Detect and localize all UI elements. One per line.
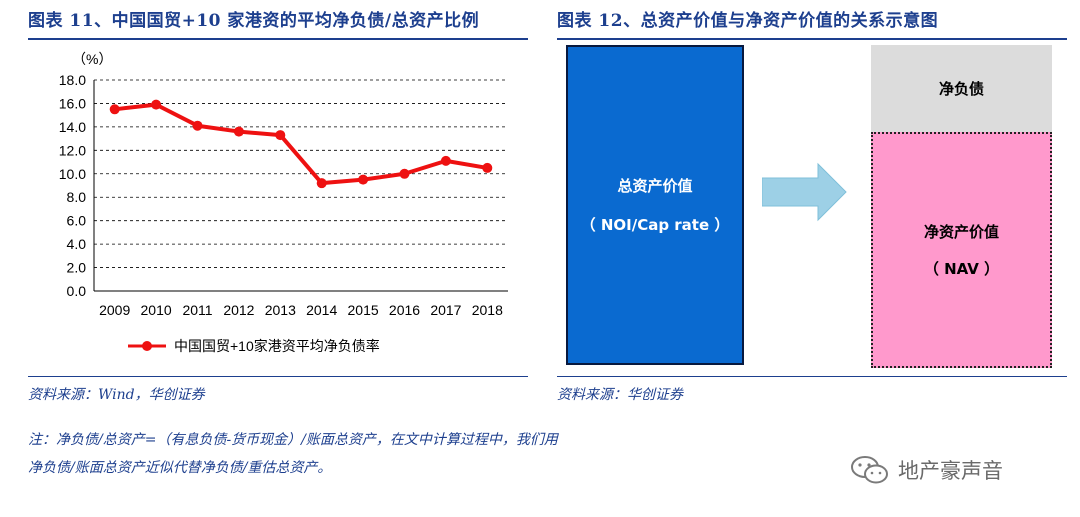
y-tick-label: 18.0 bbox=[59, 72, 86, 88]
nav-label: 净资产价值 bbox=[923, 223, 999, 241]
y-tick-label: 8.0 bbox=[67, 189, 87, 205]
legend-label: 中国国贸+10家港资平均净负债率 bbox=[174, 338, 380, 354]
total-assets-box: 总资产价值 （ NOI/Cap rate ） bbox=[566, 45, 744, 365]
data-point bbox=[275, 130, 286, 141]
right-title-rule bbox=[557, 38, 1067, 40]
series-line bbox=[114, 102, 488, 186]
x-tick-label: 2012 bbox=[223, 302, 254, 318]
legend: 中国国贸+10家港资平均净负债率 bbox=[128, 338, 380, 354]
data-point bbox=[233, 126, 244, 137]
left-title-rule bbox=[28, 38, 528, 40]
series-layer bbox=[109, 99, 493, 189]
x-tick-label: 2016 bbox=[389, 302, 420, 318]
y-tick-label: 4.0 bbox=[67, 236, 87, 252]
data-point bbox=[358, 174, 369, 185]
data-point bbox=[316, 178, 327, 189]
footnote: 注：净负债/总资产=（有息负债-货币现金）/账面总资产，在文中计算过程中，我们用… bbox=[28, 432, 558, 476]
right-source-note: 资料来源：华创证券 bbox=[557, 387, 683, 403]
y-tick-label: 16.0 bbox=[59, 95, 86, 111]
data-point bbox=[399, 168, 410, 179]
x-tick-label: 2009 bbox=[99, 302, 130, 318]
total-assets-label: 总资产价值 bbox=[617, 177, 693, 195]
x-tick-label: 2015 bbox=[348, 302, 379, 318]
watermark: 地产豪声音 bbox=[850, 455, 1003, 485]
grid-layer bbox=[93, 79, 508, 292]
x-tick-label: 2010 bbox=[141, 302, 172, 318]
y-tick-layer: 0.0 2.0 4.0 6.0 8.0 10.0 12.0 14.0 16.0 18.0 bbox=[59, 72, 86, 299]
net-debt-label: 净负债 bbox=[938, 80, 984, 98]
data-point bbox=[109, 104, 120, 115]
x-tick-label: 2011 bbox=[182, 302, 212, 318]
y-unit-label: （%） bbox=[72, 51, 112, 67]
nav-abbrev: （ NAV ） bbox=[923, 260, 1000, 278]
x-tick-label: 2013 bbox=[265, 302, 296, 318]
wechat-icon bbox=[851, 456, 888, 484]
x-tick-label: 2017 bbox=[430, 302, 461, 318]
x-tick-label: 2014 bbox=[306, 302, 337, 318]
right-figure-title: 图表 12、总资产价值与净资产价值的关系示意图 bbox=[557, 11, 939, 31]
y-tick-label: 10.0 bbox=[59, 166, 86, 182]
net-debt-box: 净负债 bbox=[871, 45, 1052, 132]
y-tick-label: 14.0 bbox=[59, 119, 86, 135]
left-bottom-rule bbox=[28, 376, 528, 377]
total-assets-formula: （ NOI/Cap rate ） bbox=[580, 216, 730, 234]
y-tick-label: 2.0 bbox=[67, 260, 87, 276]
y-tick-label: 12.0 bbox=[59, 142, 86, 158]
nav-box: 净资产价值 （ NAV ） bbox=[871, 132, 1052, 368]
legend-marker-swatch bbox=[142, 341, 152, 351]
watermark-text: 地产豪声音 bbox=[898, 459, 1003, 483]
data-point bbox=[151, 99, 162, 110]
data-point bbox=[482, 162, 493, 173]
x-tick-label: 2018 bbox=[472, 302, 503, 318]
y-tick-label: 6.0 bbox=[67, 213, 87, 229]
x-tick-layer: 2009 2010 2011 2012 2013 2014 2015 2016 2017 2018 bbox=[99, 302, 503, 318]
right-bottom-rule bbox=[557, 376, 1067, 377]
arrow-right-icon bbox=[762, 162, 847, 222]
data-point bbox=[440, 155, 451, 166]
y-tick-label: 0.0 bbox=[67, 283, 87, 299]
line-chart: （%） 0.02.04.06.08.010.012.014.016.018.0 … bbox=[59, 51, 508, 354]
data-point bbox=[192, 120, 203, 131]
left-source-note: 资料来源：Wind，华创证券 bbox=[28, 387, 205, 403]
left-figure-title: 图表 11、中国国贸+10 家港资的平均净负债/总资产比例 bbox=[28, 11, 480, 31]
